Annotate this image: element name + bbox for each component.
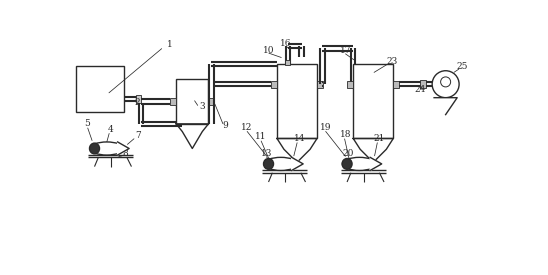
Text: 10: 10: [263, 46, 275, 55]
Ellipse shape: [264, 158, 273, 169]
Circle shape: [432, 71, 459, 98]
Ellipse shape: [90, 142, 124, 155]
Bar: [347, 81, 353, 88]
Text: 7: 7: [135, 131, 140, 140]
Text: 23: 23: [386, 57, 397, 66]
Bar: [271, 81, 277, 88]
Polygon shape: [434, 98, 457, 115]
Bar: [285, 60, 290, 65]
Text: 13: 13: [260, 149, 272, 158]
Text: 17: 17: [340, 46, 351, 55]
Text: 20: 20: [343, 149, 355, 158]
Ellipse shape: [342, 158, 352, 169]
Text: 6: 6: [108, 142, 113, 151]
Bar: [277, 64, 317, 139]
Bar: [317, 81, 323, 88]
Polygon shape: [176, 124, 208, 148]
Bar: [208, 98, 214, 105]
Text: 1: 1: [167, 40, 173, 49]
Text: 14: 14: [294, 134, 305, 143]
Text: 3: 3: [199, 102, 205, 111]
Text: 9: 9: [222, 121, 229, 130]
Text: 24: 24: [414, 85, 426, 94]
Bar: [170, 98, 176, 105]
Text: 12: 12: [241, 123, 253, 132]
Text: 15: 15: [276, 160, 288, 168]
Text: 22: 22: [364, 160, 376, 168]
Bar: [136, 95, 141, 103]
Bar: [393, 81, 399, 88]
Text: 5: 5: [84, 119, 90, 128]
Polygon shape: [292, 157, 303, 170]
Ellipse shape: [89, 143, 100, 154]
Polygon shape: [370, 157, 382, 170]
Text: 8: 8: [122, 149, 128, 158]
Bar: [353, 64, 393, 139]
Polygon shape: [118, 142, 129, 155]
Text: 21: 21: [374, 134, 385, 143]
Text: 19: 19: [320, 123, 331, 132]
Bar: [76, 66, 124, 112]
Text: 4: 4: [108, 125, 113, 134]
Text: 11: 11: [255, 133, 266, 141]
Text: 16: 16: [279, 39, 291, 48]
Text: 2: 2: [135, 98, 140, 107]
Ellipse shape: [264, 157, 298, 170]
Bar: [176, 79, 208, 124]
Ellipse shape: [342, 157, 376, 170]
Polygon shape: [353, 139, 393, 162]
Polygon shape: [277, 139, 317, 162]
Text: 18: 18: [340, 130, 351, 139]
Text: 25: 25: [457, 62, 469, 71]
Bar: [420, 80, 426, 89]
